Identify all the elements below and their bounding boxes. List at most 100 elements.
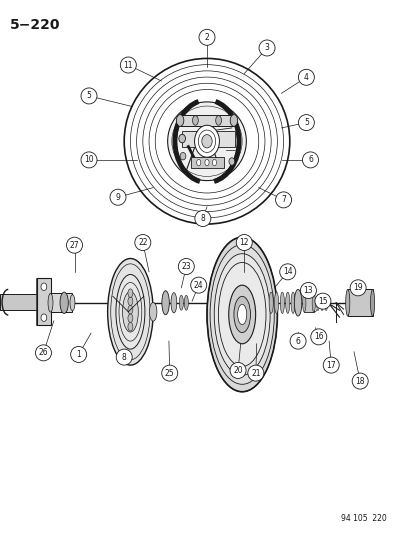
- Ellipse shape: [128, 305, 133, 314]
- Text: 18: 18: [355, 377, 364, 385]
- Ellipse shape: [206, 237, 277, 392]
- Circle shape: [247, 365, 263, 381]
- Ellipse shape: [180, 152, 185, 160]
- Ellipse shape: [228, 158, 234, 165]
- Bar: [37, 278, 50, 325]
- Circle shape: [66, 237, 82, 253]
- Ellipse shape: [228, 285, 255, 344]
- Ellipse shape: [192, 116, 198, 125]
- Ellipse shape: [116, 274, 145, 349]
- Text: 25: 25: [164, 369, 174, 377]
- Ellipse shape: [212, 159, 216, 166]
- Ellipse shape: [122, 292, 138, 332]
- Ellipse shape: [285, 292, 289, 313]
- Circle shape: [314, 293, 330, 309]
- Ellipse shape: [370, 289, 374, 316]
- Text: 21: 21: [251, 369, 260, 377]
- Circle shape: [71, 346, 86, 362]
- Circle shape: [290, 333, 305, 349]
- Text: 9: 9: [115, 193, 120, 201]
- Text: 22: 22: [138, 238, 147, 247]
- Text: 17: 17: [325, 361, 335, 369]
- Text: 7: 7: [280, 196, 285, 204]
- Ellipse shape: [194, 125, 219, 157]
- Text: 20: 20: [233, 366, 242, 375]
- Bar: [191, 157, 224, 168]
- Bar: [0, 294, 39, 310]
- Text: 1: 1: [76, 350, 81, 359]
- Circle shape: [81, 88, 97, 104]
- Ellipse shape: [184, 295, 188, 310]
- Circle shape: [298, 69, 313, 85]
- Bar: [182, 131, 235, 147]
- Ellipse shape: [149, 303, 157, 321]
- Ellipse shape: [196, 159, 200, 166]
- Circle shape: [275, 192, 291, 208]
- Ellipse shape: [48, 294, 53, 312]
- Ellipse shape: [178, 134, 185, 143]
- Circle shape: [349, 280, 365, 296]
- Circle shape: [351, 373, 367, 389]
- Text: 12: 12: [239, 238, 248, 247]
- Circle shape: [298, 115, 313, 131]
- Text: 27: 27: [69, 241, 79, 249]
- Ellipse shape: [237, 304, 246, 325]
- Circle shape: [36, 345, 51, 361]
- Ellipse shape: [274, 292, 278, 313]
- Circle shape: [279, 264, 295, 280]
- Ellipse shape: [128, 322, 133, 331]
- Text: 8: 8: [121, 353, 126, 361]
- Text: 23: 23: [181, 262, 191, 271]
- Circle shape: [178, 259, 194, 274]
- Ellipse shape: [233, 296, 250, 333]
- Text: 19: 19: [352, 284, 362, 292]
- Circle shape: [81, 152, 97, 168]
- Ellipse shape: [316, 295, 319, 311]
- Ellipse shape: [218, 263, 265, 367]
- Circle shape: [110, 189, 126, 205]
- Circle shape: [195, 211, 210, 227]
- Text: 11: 11: [123, 61, 133, 69]
- Text: 6: 6: [307, 156, 312, 164]
- Ellipse shape: [128, 289, 133, 297]
- Circle shape: [259, 40, 274, 56]
- Bar: [180, 115, 233, 126]
- Text: 13: 13: [303, 286, 313, 295]
- Ellipse shape: [204, 159, 209, 166]
- Text: 3: 3: [264, 44, 269, 52]
- Ellipse shape: [70, 295, 75, 311]
- Ellipse shape: [311, 294, 315, 312]
- Ellipse shape: [209, 245, 273, 384]
- Text: 14: 14: [282, 268, 292, 276]
- Text: 2: 2: [204, 33, 209, 42]
- Ellipse shape: [215, 116, 221, 125]
- Bar: [50, 293, 72, 312]
- Text: 10: 10: [84, 156, 94, 164]
- Ellipse shape: [41, 283, 47, 290]
- Ellipse shape: [324, 295, 327, 311]
- Ellipse shape: [294, 289, 301, 316]
- Ellipse shape: [268, 292, 273, 313]
- Bar: [347, 289, 372, 316]
- Ellipse shape: [60, 292, 68, 313]
- Ellipse shape: [201, 134, 211, 148]
- Circle shape: [190, 277, 206, 293]
- Circle shape: [135, 235, 150, 251]
- Text: 4: 4: [303, 73, 308, 82]
- Circle shape: [323, 357, 338, 373]
- Circle shape: [199, 29, 214, 45]
- Text: 15: 15: [317, 297, 327, 305]
- Ellipse shape: [290, 292, 294, 313]
- Ellipse shape: [161, 291, 169, 314]
- Ellipse shape: [179, 295, 183, 310]
- Ellipse shape: [302, 294, 305, 312]
- Ellipse shape: [230, 115, 237, 126]
- Circle shape: [236, 235, 252, 251]
- Circle shape: [300, 282, 316, 298]
- Circle shape: [168, 103, 245, 180]
- Ellipse shape: [128, 314, 133, 322]
- Bar: [304, 293, 313, 312]
- Ellipse shape: [214, 254, 269, 375]
- Circle shape: [310, 329, 326, 345]
- Text: 24: 24: [193, 281, 203, 289]
